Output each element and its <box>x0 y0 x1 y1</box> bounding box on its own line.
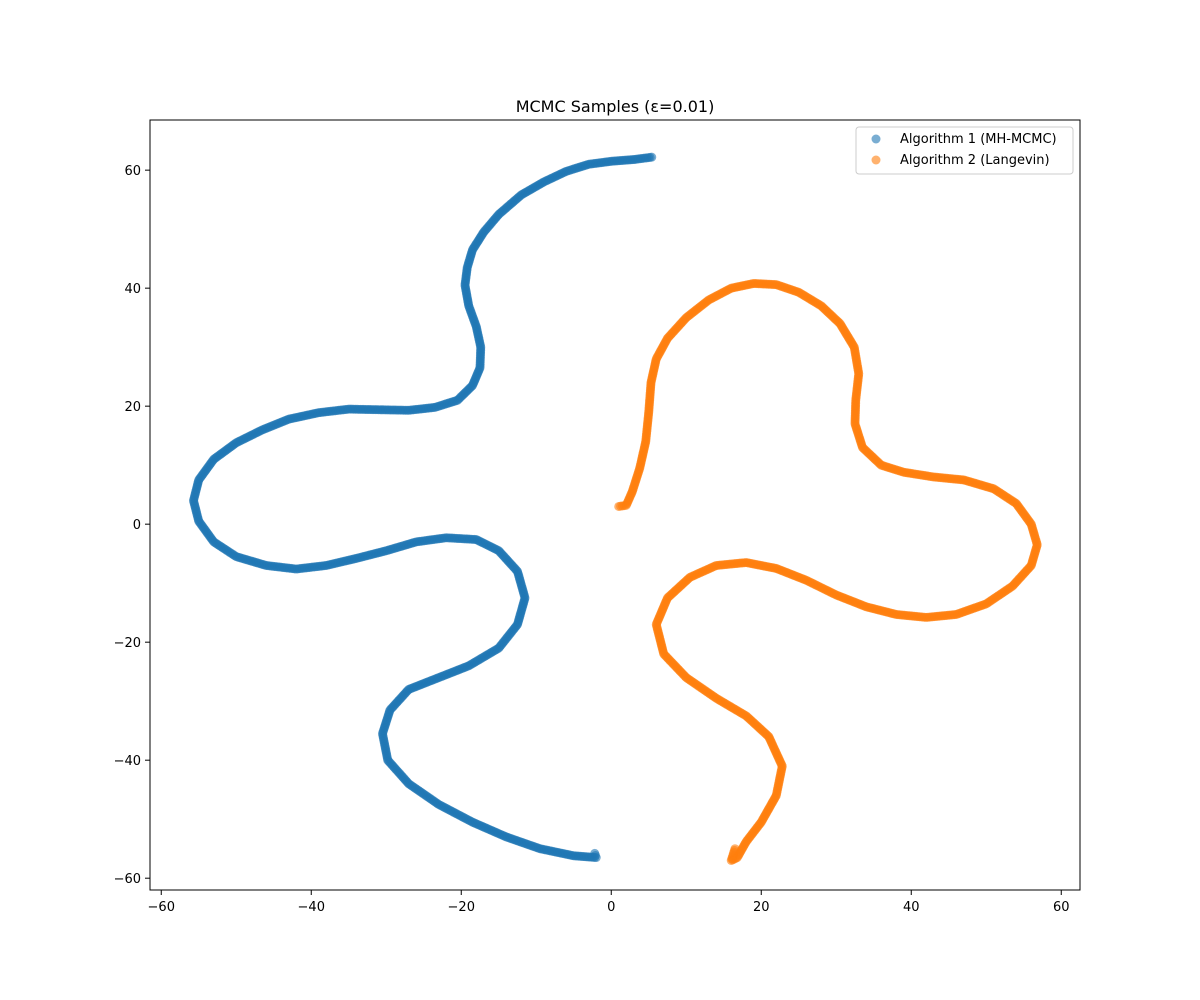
y-tick-label: −60 <box>114 872 141 887</box>
y-tick-label: 60 <box>124 164 141 179</box>
series-1-points <box>189 152 657 863</box>
y-tick-label: 0 <box>133 518 141 533</box>
legend: Algorithm 1 (MH-MCMC) Algorithm 2 (Lange… <box>855 126 1074 175</box>
y-tick-label: −40 <box>114 754 141 769</box>
x-tick-label: 0 <box>607 900 615 915</box>
y-tick-label: 40 <box>124 282 141 297</box>
y-axis-ticks: −60 −40 −20 0 20 40 60 <box>114 164 150 887</box>
legend-marker-algorithm-2 <box>871 155 881 165</box>
x-tick-label: −40 <box>298 900 325 915</box>
series-2-points <box>614 278 1042 865</box>
x-axis-ticks: −60 −40 −20 0 20 40 60 <box>148 890 1070 915</box>
data-point <box>730 844 740 854</box>
plot-frame <box>149 119 1081 891</box>
legend-label-algorithm-1: Algorithm 1 (MH-MCMC) <box>900 132 1057 147</box>
x-tick-label: −20 <box>448 900 475 915</box>
x-tick-label: 40 <box>903 900 920 915</box>
legend-box <box>855 126 1074 175</box>
x-tick-label: 20 <box>753 900 770 915</box>
legend-label-algorithm-2: Algorithm 2 (Langevin) <box>900 153 1050 168</box>
y-tick-label: 20 <box>124 400 141 415</box>
y-tick-label: −20 <box>114 636 141 651</box>
chart-title: MCMC Samples (ε=0.01) <box>516 97 715 116</box>
x-tick-label: −60 <box>148 900 175 915</box>
x-tick-label: 60 <box>1053 900 1070 915</box>
points-layer <box>189 152 1042 865</box>
legend-marker-algorithm-1 <box>871 134 881 144</box>
data-point <box>590 848 600 858</box>
